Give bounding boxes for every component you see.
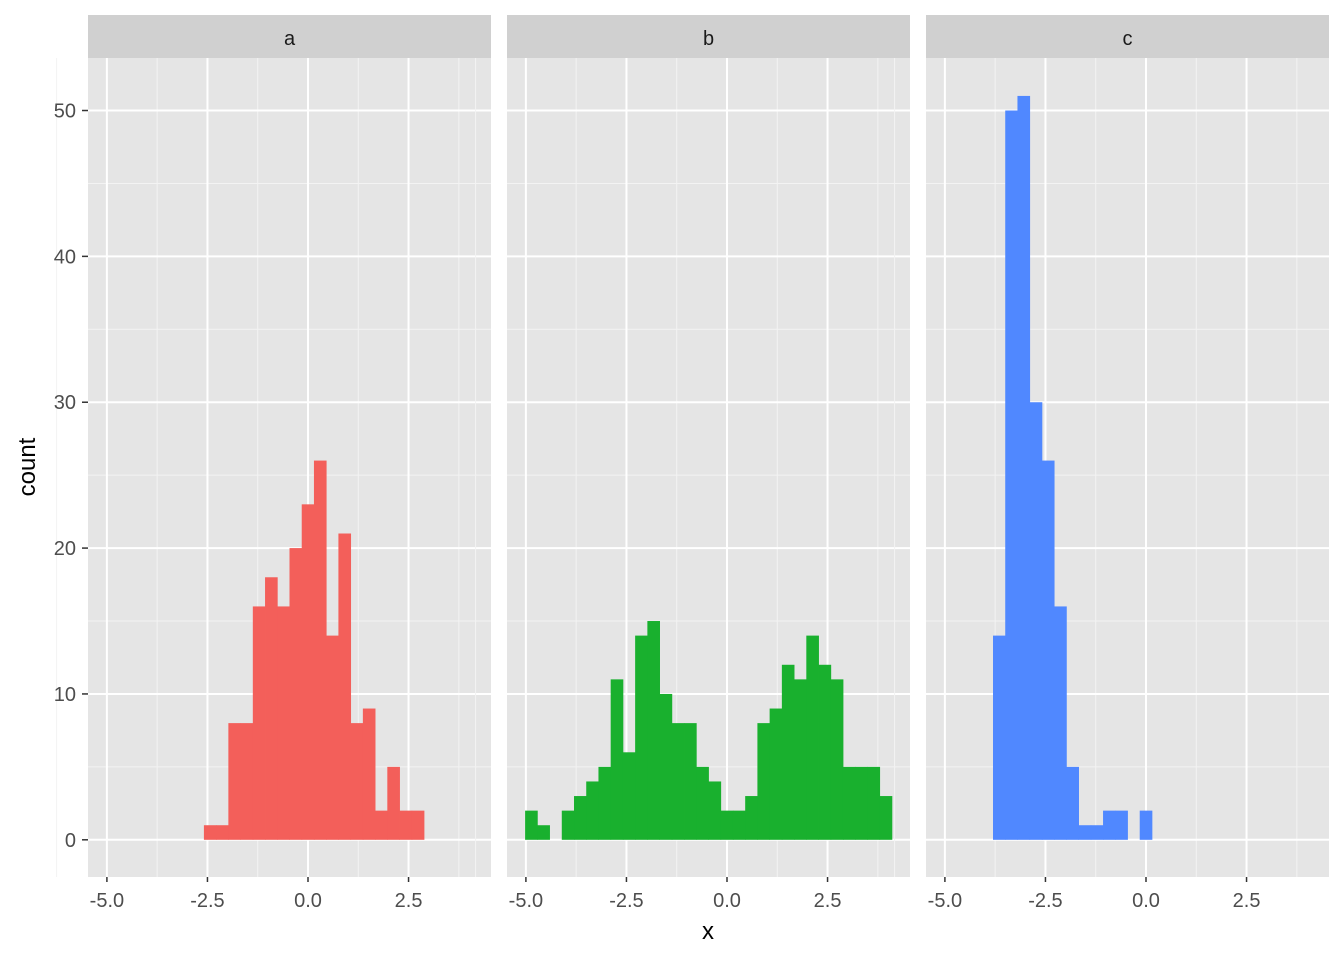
histogram-bar [732,810,746,840]
x-tick-label: 0.0 [294,890,322,912]
x-axis-title: x [702,918,714,945]
histogram-bar [818,664,832,840]
histogram-bar [993,635,1006,840]
x-tick-label: -2.5 [609,890,643,912]
histogram-bar [301,504,315,840]
histogram-bar [326,635,339,840]
x-tick-label: -5.0 [509,890,543,912]
histogram-bar [1041,460,1055,840]
histogram-bar [1066,766,1079,840]
histogram-bar [659,693,673,840]
histogram-bar [1103,810,1116,840]
histogram-bar [598,766,612,840]
panel-background [926,58,1329,877]
y-tick-label: 10 [54,684,76,706]
histogram-bar [720,810,734,840]
panel-b: b -5.0 -2.5 0.0 2.5 [475,15,910,912]
y-axis-title: count [14,437,41,496]
histogram-bar [855,766,868,840]
histogram-bar [806,635,819,840]
y-tick-label: 0 [65,830,76,852]
histogram-bar [586,781,599,840]
histogram-bar [387,766,400,840]
histogram-bar [561,810,575,840]
histogram-bar [338,533,352,840]
histogram-bar [228,723,241,840]
histogram-bar [794,679,807,840]
histogram-bar [375,810,388,840]
histogram-bar [1090,825,1104,840]
histogram-bar [240,723,254,840]
x-tick-label: -5.0 [928,890,962,912]
panel-a: a -5.0 -2.5 0.0 2.5 [56,15,491,912]
histogram-bar [411,810,425,840]
strip-background [88,15,491,58]
y-tick-label: 30 [54,392,76,414]
x-tick-label: 2.5 [1233,890,1261,912]
histogram-bar [1115,810,1128,840]
x-tick-label: -5.0 [90,890,124,912]
histogram-bar [684,723,697,840]
strip-label: a [284,28,296,50]
panel-background [507,58,910,877]
histogram-bar [537,825,550,840]
y-tick-label: 50 [54,101,76,123]
strip-background [507,15,910,58]
x-tick-label: 0.0 [1132,890,1160,912]
histogram-bar [350,723,364,840]
y-tick-label: 20 [54,538,76,560]
x-tick-label: -2.5 [190,890,224,912]
histogram-bar [647,621,660,840]
histogram-bar [781,664,795,840]
histogram-bar [216,825,229,840]
histogram-bar [574,796,587,840]
histogram-bar [203,825,217,840]
histogram-bar [252,606,266,840]
histogram-bar [399,810,413,840]
x-tick-label: -2.5 [1028,890,1062,912]
histogram-bar [1078,825,1092,840]
histogram-bar [671,723,685,840]
histogram-bar [708,781,722,840]
histogram-bar [1005,110,1018,840]
histogram-bar [362,708,376,840]
x-tick-label: 2.5 [395,890,423,912]
x-tick-label: 2.5 [814,890,842,912]
x-tick-label: 0.0 [713,890,741,912]
histogram-bar [313,460,327,840]
histogram-bar [757,723,771,840]
histogram-bar [1139,810,1153,840]
histogram-bar [696,766,709,840]
histogram-bar [622,752,636,840]
histogram-bar [1054,606,1067,840]
histogram-bar [610,679,624,840]
histogram-bar [842,766,856,840]
histogram-bar [1017,95,1031,840]
histogram-bar [830,679,844,840]
y-tick-label: 40 [54,246,76,268]
histogram-bar [265,577,278,840]
histogram-bar [745,796,758,840]
histogram-bar [289,548,303,840]
strip-label: b [703,28,714,50]
strip-label: c [1123,28,1133,50]
histogram-bar [635,635,648,840]
histogram-bar [769,708,783,840]
histogram-bar [525,810,538,840]
histogram-bar [879,796,893,840]
panel-c: c -5.0 -2.5 0.0 2.5 [894,15,1329,912]
histogram-bar [277,606,290,840]
histogram-bar [1029,402,1043,840]
strip-background [926,15,1329,58]
histogram-bar [867,766,881,840]
